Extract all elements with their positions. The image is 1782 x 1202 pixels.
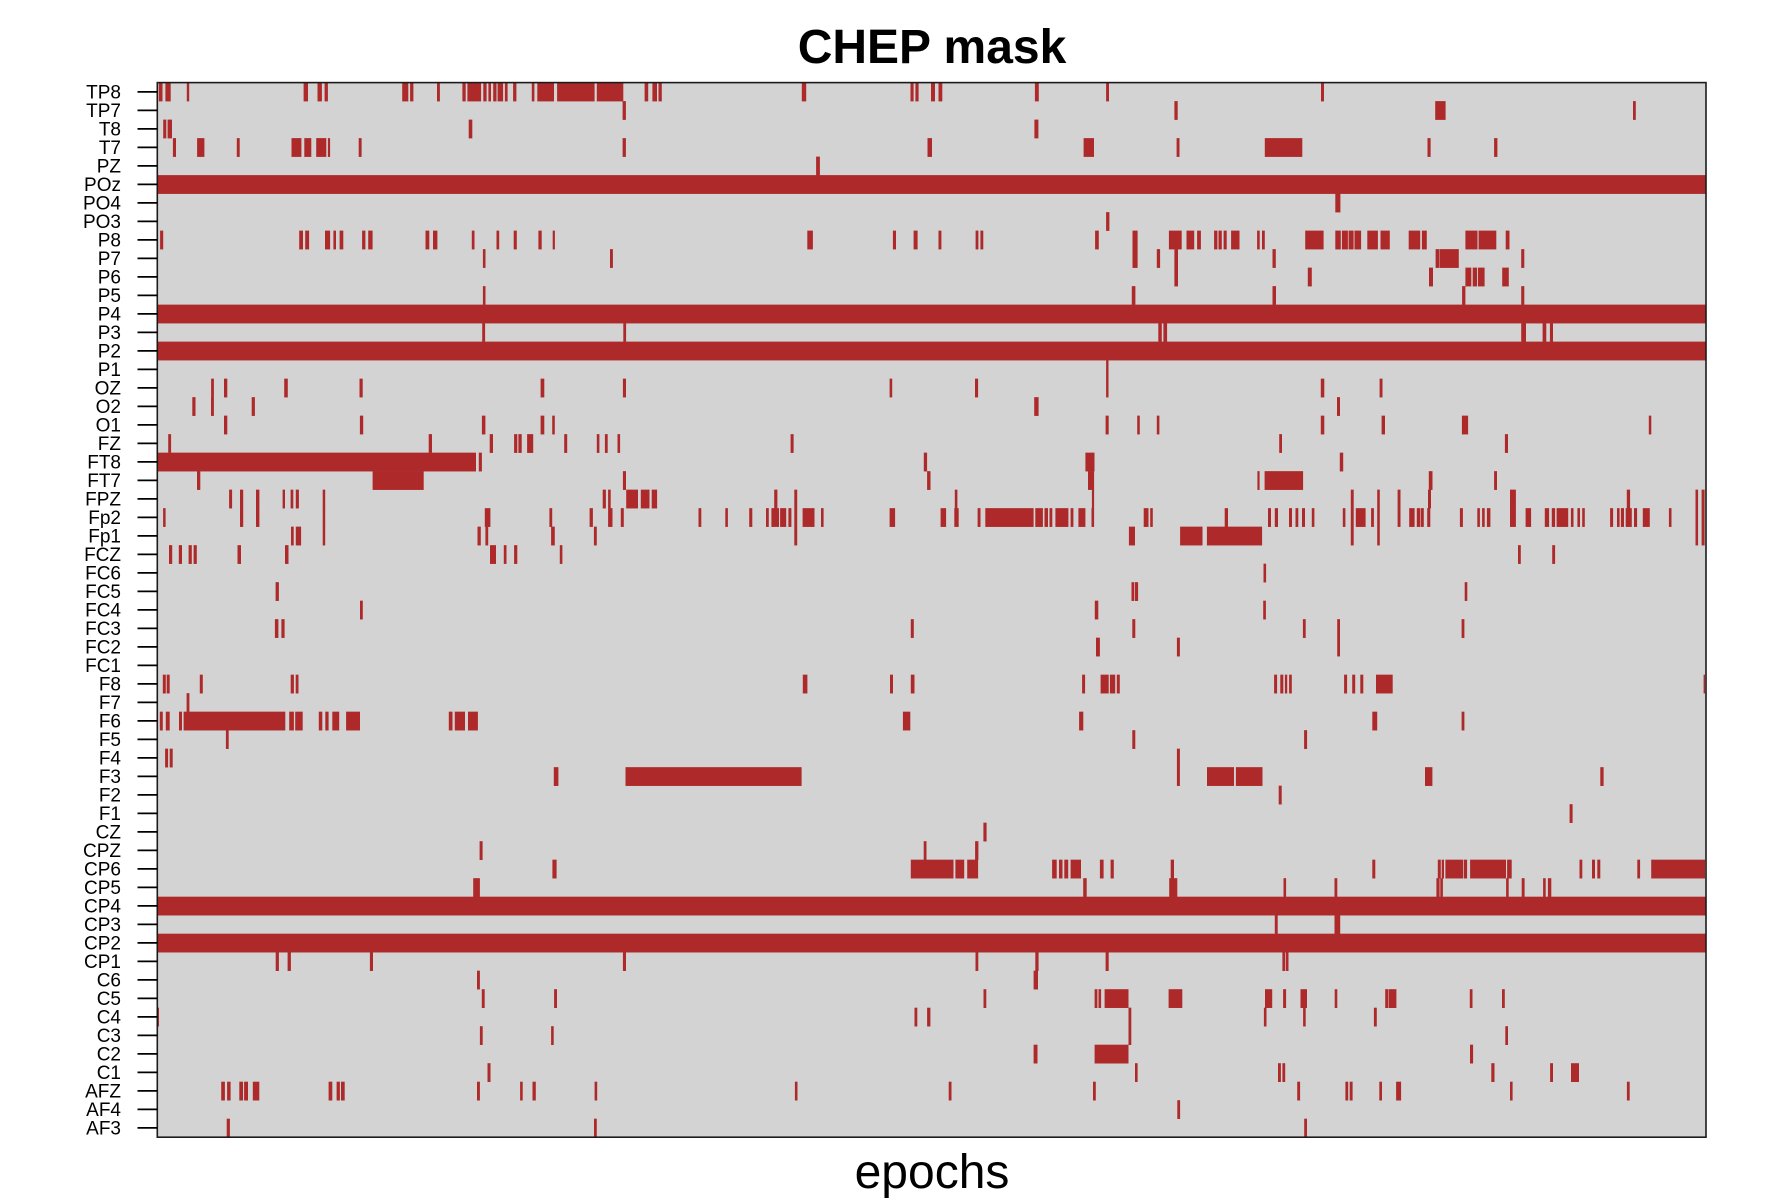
svg-text:PO4: PO4 — [83, 193, 121, 214]
svg-text:C4: C4 — [97, 1007, 122, 1028]
svg-text:C2: C2 — [97, 1044, 121, 1065]
svg-text:F3: F3 — [99, 767, 121, 788]
svg-text:Fp1: Fp1 — [88, 526, 121, 547]
svg-text:epochs: epochs — [855, 1146, 1010, 1199]
svg-text:P3: P3 — [98, 323, 121, 344]
svg-text:C3: C3 — [97, 1026, 121, 1047]
svg-text:P2: P2 — [98, 341, 121, 362]
svg-text:O1: O1 — [96, 415, 121, 436]
svg-text:AFZ: AFZ — [85, 1081, 121, 1102]
svg-text:CP5: CP5 — [84, 878, 121, 899]
svg-text:P1: P1 — [98, 360, 121, 381]
svg-text:F8: F8 — [99, 674, 121, 695]
svg-text:CP2: CP2 — [84, 933, 121, 954]
svg-text:AF3: AF3 — [86, 1118, 121, 1139]
svg-text:C6: C6 — [97, 970, 121, 991]
svg-text:CP4: CP4 — [84, 896, 121, 917]
svg-text:FZ: FZ — [98, 434, 122, 455]
svg-text:FC3: FC3 — [85, 619, 121, 640]
svg-text:CP3: CP3 — [84, 915, 121, 936]
svg-text:CP6: CP6 — [84, 859, 121, 880]
svg-text:Fp2: Fp2 — [88, 508, 121, 529]
svg-text:FPZ: FPZ — [85, 489, 121, 510]
svg-text:FT7: FT7 — [87, 471, 121, 492]
svg-text:F1: F1 — [99, 804, 121, 825]
svg-text:T8: T8 — [99, 119, 121, 140]
svg-text:CPZ: CPZ — [83, 841, 121, 862]
svg-text:CHEP mask: CHEP mask — [798, 21, 1067, 74]
svg-text:PZ: PZ — [97, 156, 122, 177]
svg-text:TP7: TP7 — [86, 101, 121, 122]
svg-text:P7: P7 — [98, 249, 121, 270]
svg-text:FC2: FC2 — [85, 637, 121, 658]
svg-text:AF4: AF4 — [86, 1100, 121, 1121]
svg-text:CP1: CP1 — [84, 952, 121, 973]
svg-text:F2: F2 — [99, 785, 121, 806]
svg-text:FC4: FC4 — [85, 600, 121, 621]
svg-text:P6: P6 — [98, 267, 121, 288]
svg-text:P4: P4 — [98, 304, 122, 325]
svg-text:F4: F4 — [99, 748, 122, 769]
svg-text:POz: POz — [84, 175, 121, 196]
svg-text:FC5: FC5 — [85, 582, 121, 603]
svg-text:FC6: FC6 — [85, 563, 121, 584]
svg-text:PO3: PO3 — [83, 212, 121, 233]
svg-text:F6: F6 — [99, 711, 121, 732]
svg-text:F7: F7 — [99, 693, 121, 714]
svg-text:C5: C5 — [97, 989, 121, 1010]
svg-text:TP8: TP8 — [86, 82, 121, 103]
svg-text:P5: P5 — [98, 286, 121, 307]
svg-text:T7: T7 — [99, 138, 121, 159]
svg-text:FCZ: FCZ — [84, 545, 121, 566]
svg-text:O2: O2 — [96, 397, 121, 418]
svg-text:CZ: CZ — [96, 822, 122, 843]
svg-text:OZ: OZ — [95, 378, 122, 399]
svg-text:FT8: FT8 — [87, 452, 121, 473]
svg-text:F5: F5 — [99, 730, 121, 751]
svg-text:P8: P8 — [98, 230, 121, 251]
svg-text:FC1: FC1 — [85, 656, 121, 677]
svg-text:C1: C1 — [97, 1063, 121, 1084]
